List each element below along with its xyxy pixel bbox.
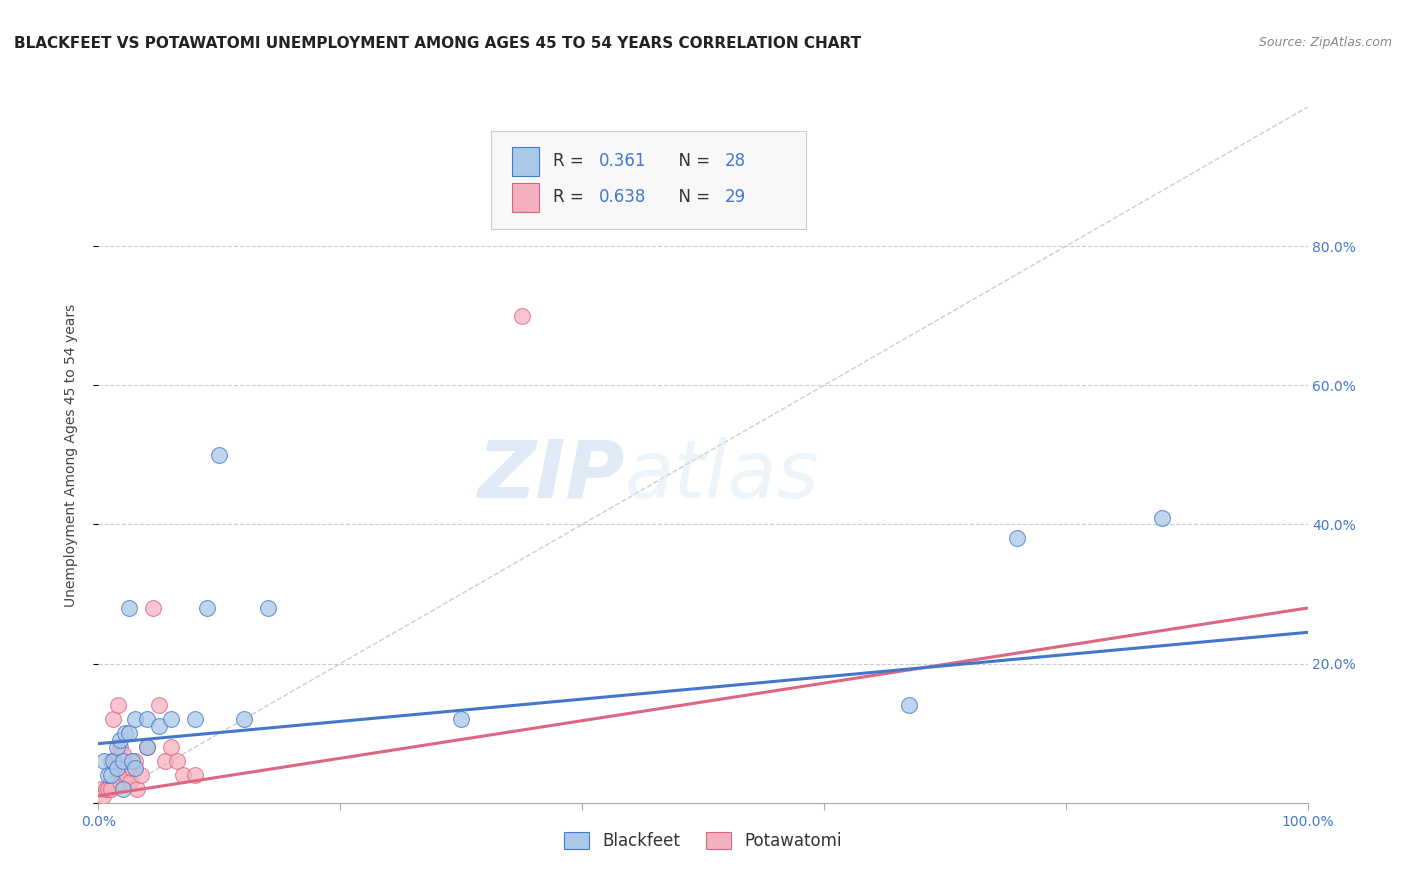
Point <box>93 754 115 768</box>
FancyBboxPatch shape <box>512 146 538 176</box>
Point <box>127 781 149 796</box>
Point <box>118 775 141 789</box>
Point <box>111 747 134 761</box>
Text: 0.638: 0.638 <box>599 188 647 206</box>
Point <box>97 768 120 782</box>
Point <box>172 768 194 782</box>
Point <box>105 768 128 782</box>
Point <box>91 789 114 803</box>
Point <box>148 698 170 713</box>
Point <box>105 761 128 775</box>
Point <box>897 698 920 713</box>
Point <box>105 740 128 755</box>
Text: 0.361: 0.361 <box>599 153 647 170</box>
Text: N =: N = <box>668 188 716 206</box>
Point <box>160 712 183 726</box>
Point <box>135 740 157 755</box>
Text: R =: R = <box>553 153 589 170</box>
Point <box>121 761 143 775</box>
Point <box>1152 510 1174 524</box>
Point <box>118 726 141 740</box>
Point <box>94 781 117 796</box>
Point <box>124 712 146 726</box>
FancyBboxPatch shape <box>512 183 538 212</box>
Point <box>114 768 136 782</box>
Point <box>101 712 124 726</box>
Legend: Blackfeet, Potawatomi: Blackfeet, Potawatomi <box>558 826 848 857</box>
Point <box>153 754 176 768</box>
Point <box>100 754 122 768</box>
Point <box>510 309 533 323</box>
Text: R =: R = <box>553 188 589 206</box>
Point <box>118 601 141 615</box>
Point <box>111 781 134 796</box>
Point <box>90 781 112 796</box>
Point <box>184 712 207 726</box>
Y-axis label: Unemployment Among Ages 45 to 54 years: Unemployment Among Ages 45 to 54 years <box>63 303 77 607</box>
Point <box>124 761 146 775</box>
Point <box>107 698 129 713</box>
Point <box>195 601 218 615</box>
Point <box>208 448 231 462</box>
Point <box>97 781 120 796</box>
Text: 28: 28 <box>724 153 747 170</box>
FancyBboxPatch shape <box>492 131 806 229</box>
Point <box>450 712 472 726</box>
Point <box>129 768 152 782</box>
Point <box>232 712 254 726</box>
Point <box>108 775 131 789</box>
Point <box>100 781 122 796</box>
Point <box>148 719 170 733</box>
Text: BLACKFEET VS POTAWATOMI UNEMPLOYMENT AMONG AGES 45 TO 54 YEARS CORRELATION CHART: BLACKFEET VS POTAWATOMI UNEMPLOYMENT AMO… <box>14 36 862 51</box>
Point <box>166 754 188 768</box>
Point <box>160 740 183 755</box>
Text: ZIP: ZIP <box>477 437 624 515</box>
Point <box>124 754 146 768</box>
Text: Source: ZipAtlas.com: Source: ZipAtlas.com <box>1258 36 1392 49</box>
Point <box>135 740 157 755</box>
Point <box>121 754 143 768</box>
Point <box>103 754 125 768</box>
Point <box>256 601 278 615</box>
Point <box>1007 532 1029 546</box>
Point <box>117 768 139 782</box>
Point <box>108 740 131 755</box>
Text: N =: N = <box>668 153 716 170</box>
Point <box>100 768 122 782</box>
Point <box>108 733 131 747</box>
Point <box>111 754 134 768</box>
Point <box>101 754 124 768</box>
Point <box>142 601 165 615</box>
Point <box>114 726 136 740</box>
Point <box>184 768 207 782</box>
Text: atlas: atlas <box>624 437 820 515</box>
Point <box>135 712 157 726</box>
Text: 29: 29 <box>724 188 747 206</box>
